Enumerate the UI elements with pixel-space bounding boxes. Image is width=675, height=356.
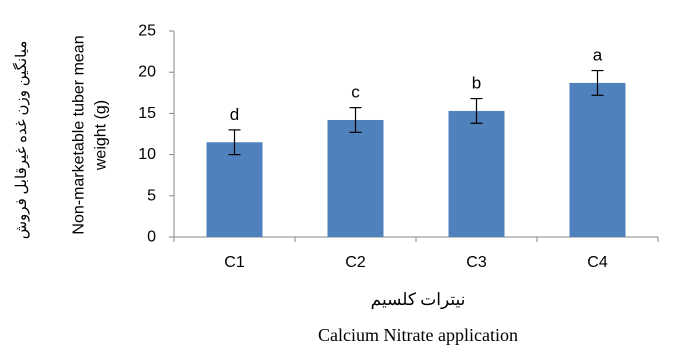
- x-axis: [173, 236, 659, 242]
- significance-letter: b: [472, 74, 481, 93]
- error-bar-c2: [349, 107, 362, 133]
- y-axis-title-line1: Non-marketable tuber mean: [71, 35, 88, 234]
- y-tick-label: 10: [138, 146, 156, 163]
- significance-letter: d: [230, 105, 239, 124]
- y-tick-label: 25: [138, 23, 156, 40]
- error-bar-c1: [228, 129, 241, 156]
- error-bars: [228, 69, 604, 156]
- error-bar-c3: [470, 97, 483, 124]
- x-tick-label: C4: [587, 254, 608, 271]
- x-axis-title-persian: نیترات کلسیم: [371, 290, 466, 310]
- y-axis: [169, 30, 175, 238]
- x-axis-title: Calcium Nitrate application: [318, 325, 518, 345]
- bar-c1: [206, 142, 263, 237]
- y-tick-label: 0: [147, 229, 156, 246]
- x-tick-label: C3: [466, 254, 487, 271]
- x-tick-label: C1: [224, 254, 245, 271]
- y-tick-label: 15: [138, 105, 156, 122]
- y-axis-title-line2: weight (g): [93, 100, 110, 171]
- error-bar-c4: [591, 69, 604, 96]
- y-tick-label: 5: [147, 187, 156, 204]
- x-tick-labels: C1 C2 C3 C4: [224, 254, 608, 271]
- x-tick-label: C2: [345, 254, 366, 271]
- significance-letter: a: [593, 46, 603, 65]
- significance-letter: c: [351, 83, 360, 102]
- significance-letters: d c b a: [230, 46, 603, 124]
- bar-c3: [448, 110, 505, 237]
- bars: [206, 82, 626, 237]
- y-tick-labels: 0 5 10 15 20 25: [138, 23, 156, 246]
- bar-c2: [327, 119, 384, 237]
- bar-c4: [569, 82, 626, 237]
- y-axis-title-persian: میانگین وزن غده غیرقابل فروش: [12, 41, 30, 240]
- y-tick-label: 20: [138, 64, 156, 81]
